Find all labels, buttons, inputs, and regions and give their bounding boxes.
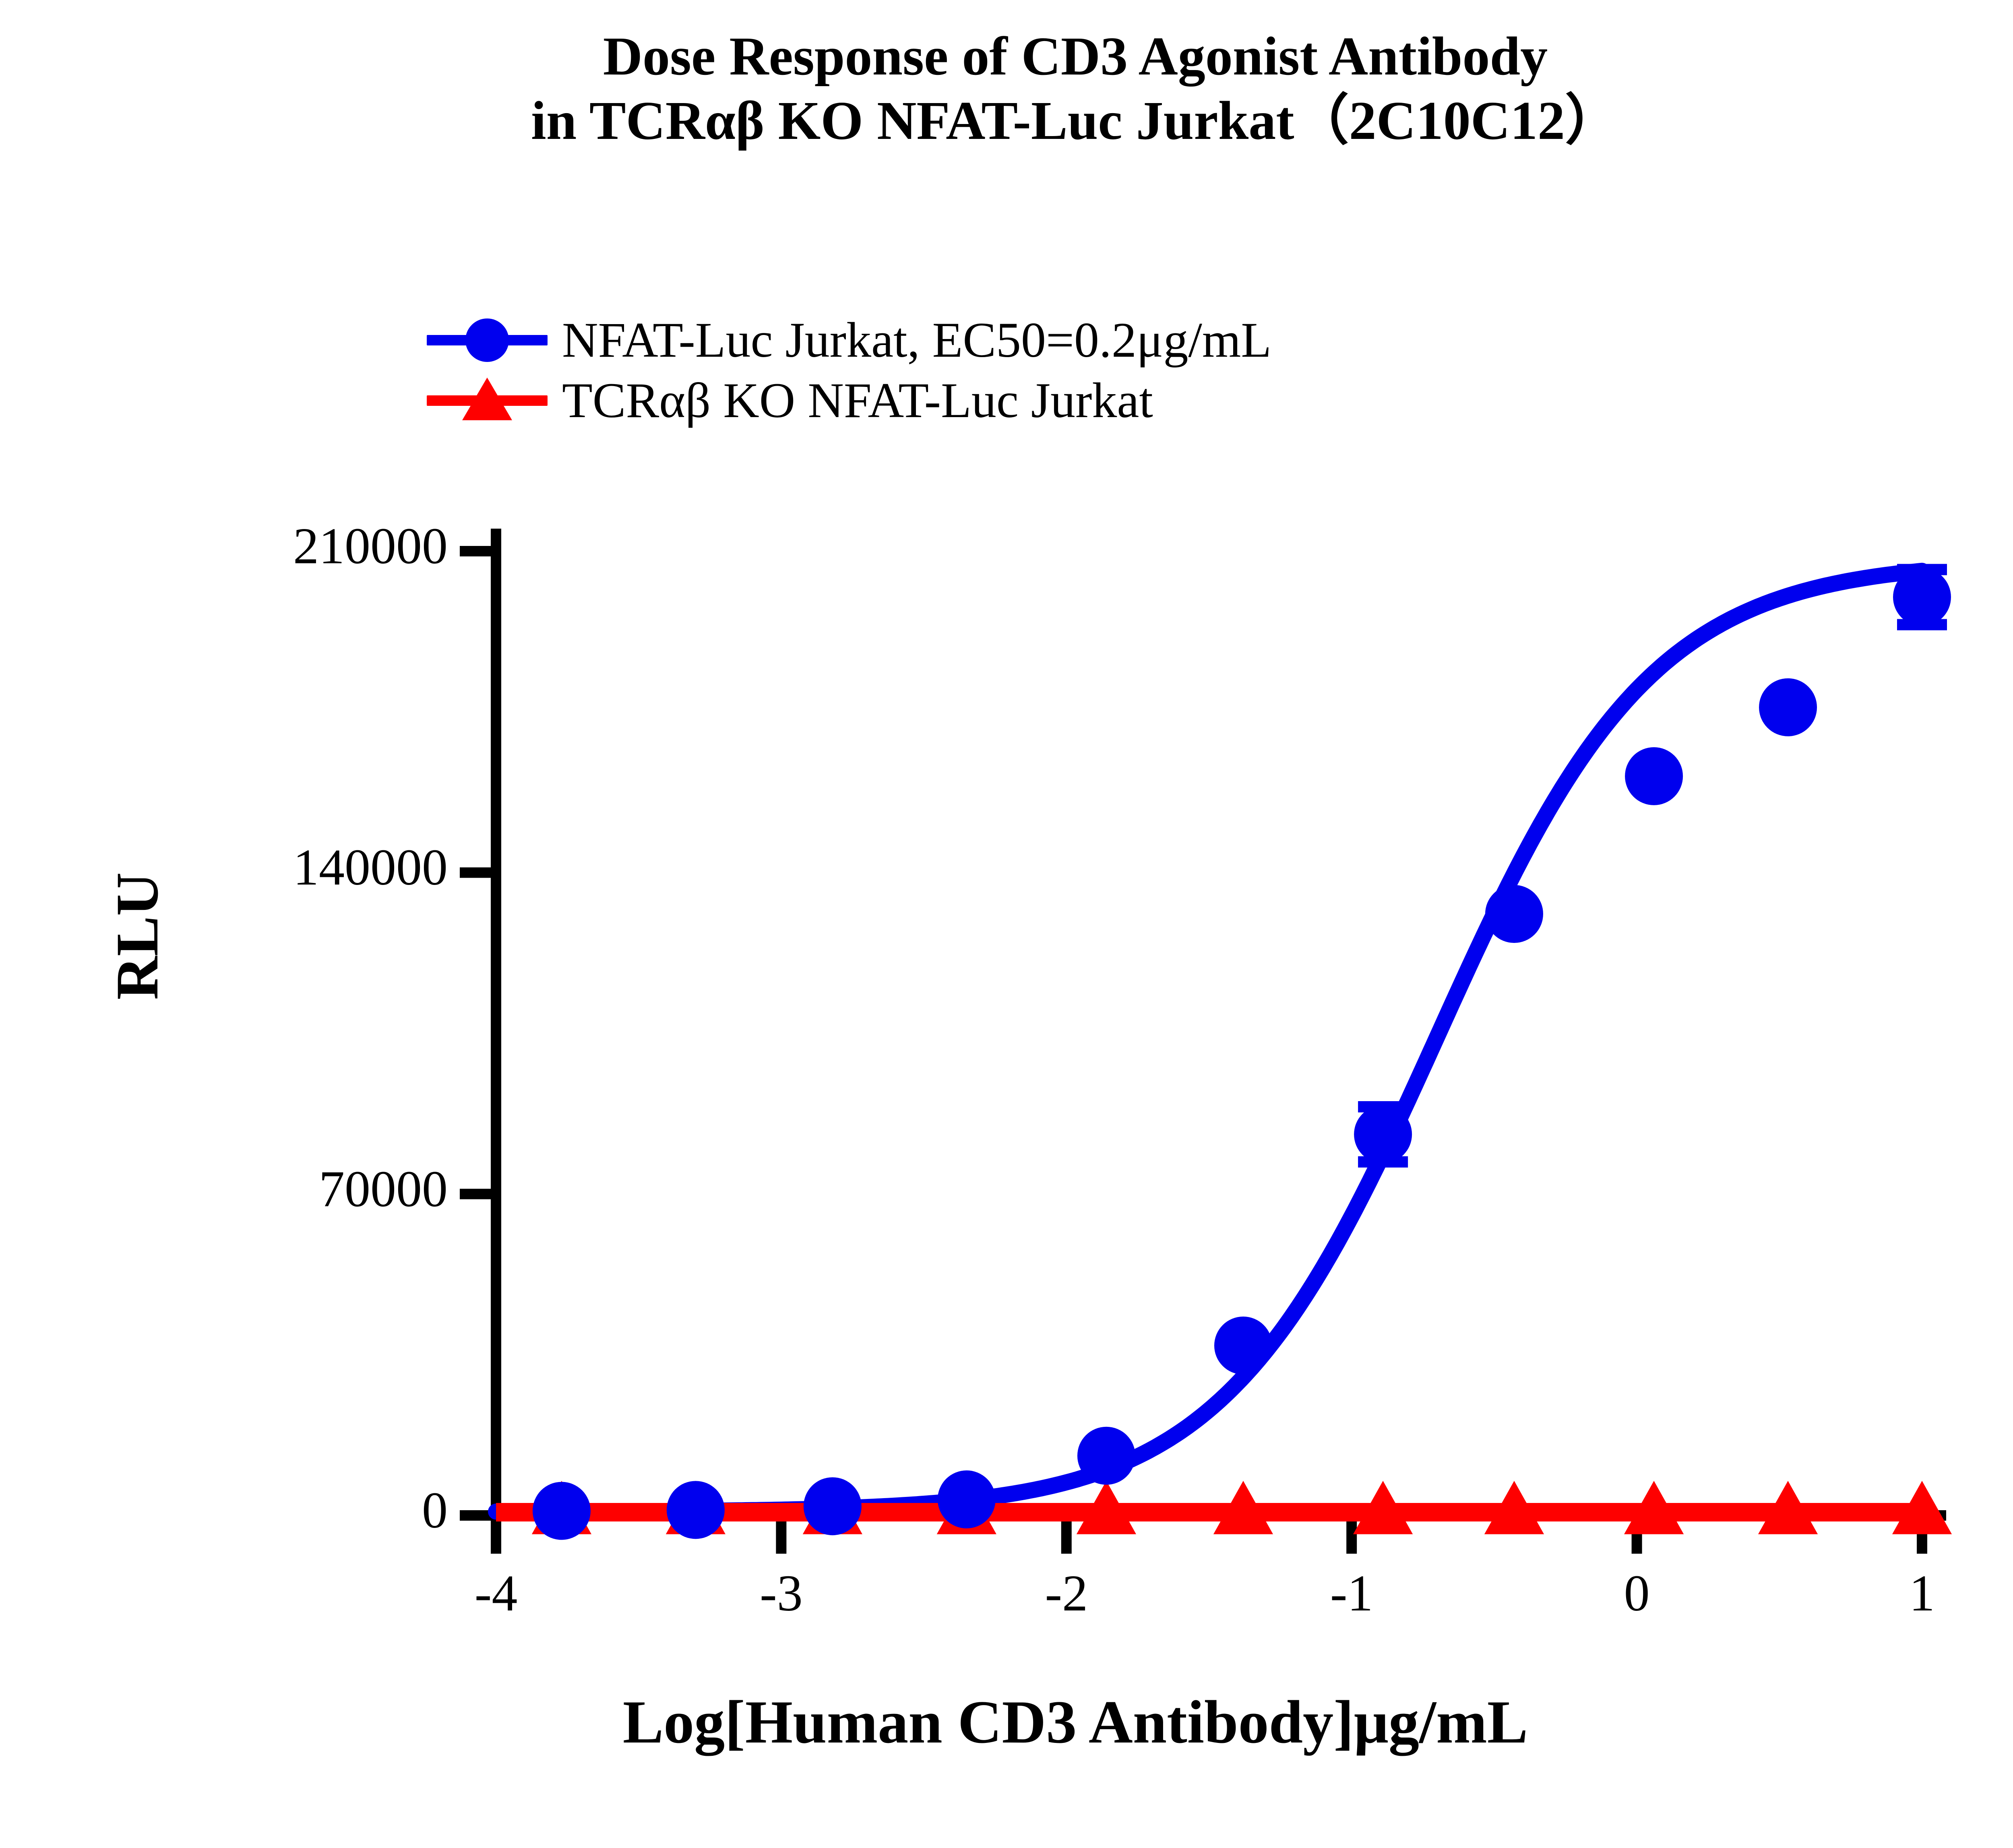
series1-datapoint-circle	[1485, 885, 1543, 943]
series1-datapoint-circle	[1214, 1317, 1273, 1375]
y-axis-ticklabel: 70000	[319, 1160, 448, 1218]
y-axis-label: RLU	[104, 872, 171, 1000]
series1-datapoint-circle	[803, 1477, 862, 1536]
y-axis-ticklabel: 0	[422, 1482, 448, 1539]
series2-datapoint-triangle	[1484, 1481, 1544, 1534]
series1-datapoint-circle	[532, 1482, 591, 1540]
circle-marker-icon	[465, 318, 509, 362]
y-axis-ticklabel: 140000	[293, 839, 448, 896]
series1-datapoint-circle	[937, 1470, 996, 1529]
chart-title-line-2: in TCRαβ KO NFAT-Luc Jurkat（2C10C12）	[531, 91, 1620, 151]
legend-key-series2	[427, 376, 548, 425]
x-axis-ticklabel: -2	[1045, 1565, 1088, 1622]
series2-datapoint-triangle	[1624, 1481, 1684, 1534]
chart-title-line-1: Dose Response of CD3 Agonist Antibody	[603, 26, 1548, 87]
series2-datapoint-triangle	[1758, 1481, 1818, 1534]
series1-datapoint-circle	[1354, 1105, 1412, 1164]
x-axis-ticklabel: -4	[474, 1565, 518, 1622]
series2-datapoint-triangle	[1353, 1481, 1413, 1534]
series1-datapoint-circle	[666, 1481, 725, 1539]
x-axis-ticklabel: 0	[1624, 1565, 1650, 1622]
legend-item-series1: NFAT-Luc Jurkat, EC50=0.2μg/mL	[427, 310, 1876, 370]
series1-datapoint-circle	[1625, 747, 1683, 805]
x-axis-label: Log[Human CD3 Antibody]μg/mL	[622, 1688, 1528, 1756]
y-axis-ticklabel: 210000	[293, 517, 448, 575]
series2-datapoint-triangle	[1213, 1481, 1273, 1534]
chart-legend: NFAT-Luc Jurkat, EC50=0.2μg/mL TCRαβ KO …	[427, 310, 1876, 431]
series2-datapoint-triangle	[1892, 1481, 1952, 1534]
chart-title: Dose Response of CD3 Agonist Antibody in…	[0, 24, 2013, 153]
series1-datapoint-circle	[1893, 568, 1951, 626]
series1-fit-curve	[488, 562, 1930, 1520]
series2-datapoint-triangle	[1076, 1481, 1137, 1534]
legend-label-series1: NFAT-Luc Jurkat, EC50=0.2μg/mL	[562, 312, 1272, 368]
triangle-marker-icon	[462, 377, 512, 420]
series1-datapoint-circle	[1077, 1426, 1135, 1485]
legend-item-series2: TCRαβ KO NFAT-Luc Jurkat	[427, 370, 1876, 431]
legend-key-series1	[427, 316, 548, 364]
legend-label-series2: TCRαβ KO NFAT-Luc Jurkat	[562, 373, 1153, 428]
x-axis-ticklabel: -1	[1330, 1565, 1373, 1622]
series1-datapoint-circle	[1759, 678, 1817, 736]
x-axis-ticklabel: -3	[760, 1565, 803, 1622]
x-axis-ticklabel: 1	[1909, 1565, 1935, 1622]
